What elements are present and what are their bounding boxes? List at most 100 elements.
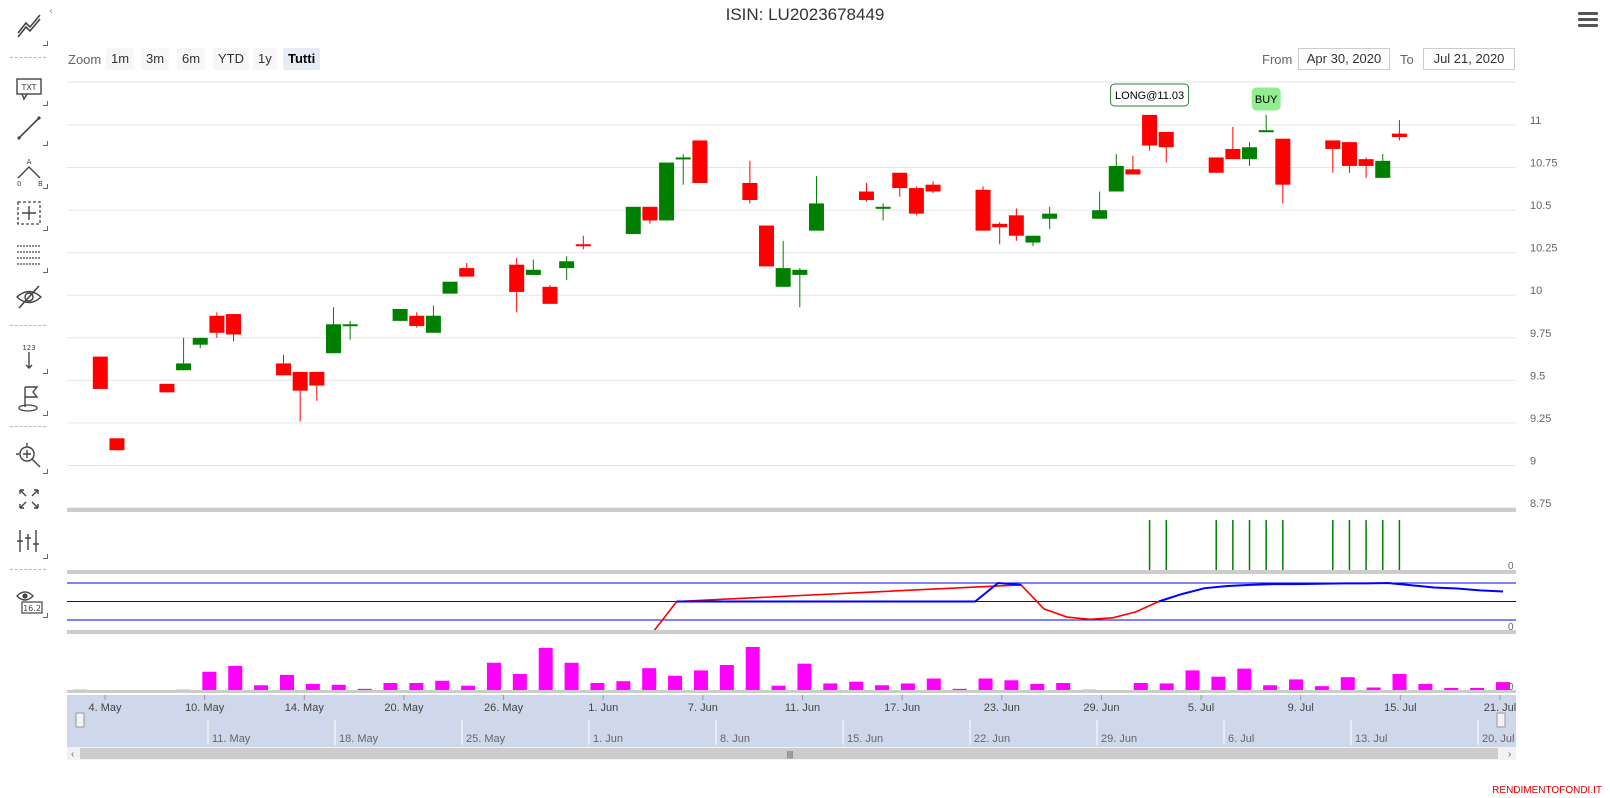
volume-bar <box>1314 686 1329 692</box>
candle-body <box>925 184 941 192</box>
candle-body <box>625 206 641 235</box>
scrollbar-grip: ||| <box>787 750 793 759</box>
flag-icon[interactable] <box>10 380 48 416</box>
volume-bar <box>564 662 579 692</box>
candle-body <box>176 363 192 371</box>
zoom-ytd-button[interactable]: YTD <box>213 48 249 70</box>
candle-body <box>159 383 175 393</box>
volume-bar <box>202 671 217 692</box>
svg-text:0: 0 <box>17 180 21 186</box>
candle-body <box>1108 165 1124 192</box>
volume-bar <box>771 685 786 692</box>
zoom-1y-button[interactable]: 1y <box>253 48 277 70</box>
chart-title: ISIN: LU2023678449 <box>725 5 885 24</box>
candle-body <box>276 363 292 376</box>
horizontal-lines-icon[interactable] <box>10 237 48 273</box>
line-icon[interactable] <box>10 110 48 146</box>
candle-body <box>342 324 358 327</box>
panel-divider <box>67 508 1516 512</box>
vertical-counter-icon[interactable]: 123 <box>10 338 48 374</box>
crosshair-icon[interactable] <box>10 195 48 231</box>
credit-label: RENDIMENTOFONDI.IT <box>1492 785 1602 796</box>
price-indicator-icon[interactable]: 16.2 <box>10 582 48 618</box>
x-tick-label: 23. Jun <box>984 702 1020 714</box>
svg-text:16.2: 16.2 <box>23 604 41 613</box>
candle-body <box>1341 142 1357 166</box>
candle-body <box>1325 140 1341 149</box>
volume-bar <box>1366 687 1381 692</box>
zoom-6m-button[interactable]: 6m <box>177 48 206 70</box>
volume-bar <box>745 647 760 692</box>
signal-zero-label: 0 <box>1508 561 1514 572</box>
x-tick-label: 5. Jul <box>1188 702 1214 714</box>
volume-bar <box>719 665 734 692</box>
price-tick-label: 10 <box>1530 285 1542 297</box>
text-annotation-icon[interactable]: TXT <box>10 70 48 106</box>
x-tick-label: 17. Jun <box>884 702 920 714</box>
candle-body <box>1225 148 1241 160</box>
navigator-tick-label: 18. May <box>339 733 379 745</box>
volume-bar <box>978 678 993 692</box>
candle-body <box>858 191 874 201</box>
candle-body <box>1158 131 1174 148</box>
x-tick-label: 15. Jul <box>1384 702 1416 714</box>
volume-bar <box>1030 683 1045 692</box>
price-tick-label: 9 <box>1530 455 1536 467</box>
zoom-pan-icon[interactable] <box>10 438 48 474</box>
x-tick-label: 11. Jun <box>785 702 820 714</box>
volume-bar <box>875 685 890 692</box>
zoom-3m-button[interactable]: 3m <box>141 48 170 70</box>
x-tick-label: 9. Jul <box>1288 702 1314 714</box>
volume-bar <box>1185 670 1200 692</box>
price-tick-label: 8.75 <box>1530 498 1551 510</box>
zoom-1m-button[interactable]: 1m <box>106 48 135 70</box>
candle-body <box>808 203 824 231</box>
from-date-input[interactable]: Apr 30, 2020 <box>1298 48 1390 70</box>
navigator-tick-label: 6. Jul <box>1228 733 1254 745</box>
volume-bar <box>512 674 527 692</box>
candle-body <box>875 206 891 209</box>
scrollbar-thumb <box>80 748 1498 759</box>
volume-bar <box>616 681 631 692</box>
candle-body <box>409 315 425 326</box>
candle-body <box>1025 235 1041 243</box>
x-tick-label: 26. May <box>484 702 524 714</box>
volume-bar <box>1392 674 1407 692</box>
candle-body <box>975 189 991 231</box>
collapse-toolbar-icon[interactable]: ‹ <box>49 6 53 17</box>
indicator-zero-label: 0 <box>1508 622 1514 633</box>
candle-body <box>1008 215 1024 236</box>
from-label: From <box>1262 52 1293 67</box>
elliott-wave-icon[interactable]: A 0 B <box>10 153 48 189</box>
volume-bar <box>409 683 424 692</box>
zoom-label: Zoom <box>68 52 102 67</box>
to-date-input[interactable]: Jul 21, 2020 <box>1423 48 1515 70</box>
candle-body <box>542 286 558 304</box>
svg-text:123: 123 <box>22 344 35 352</box>
fullscreen-icon[interactable] <box>10 481 48 517</box>
candle-body <box>109 438 125 451</box>
volume-bar <box>1237 668 1252 692</box>
scroll-right-arrow: › <box>1508 749 1511 760</box>
candle-body <box>992 223 1008 228</box>
x-tick-label: 21. Jul <box>1484 702 1516 714</box>
panel-divider <box>67 690 1516 693</box>
hide-icon[interactable] <box>10 279 48 315</box>
candle-body <box>1375 160 1391 178</box>
trend-lines-icon[interactable] <box>10 10 48 46</box>
volume-bar <box>279 674 294 692</box>
volume-bar <box>1470 687 1485 692</box>
candle-body <box>759 225 775 267</box>
candle-body <box>525 269 541 275</box>
zoom-all-button[interactable]: Tutti <box>283 48 321 70</box>
candle-body <box>692 140 708 183</box>
price-tick-label: 10.75 <box>1530 158 1558 170</box>
candle-body <box>309 371 325 386</box>
volume-bar <box>693 670 708 692</box>
volume-bar <box>1263 685 1278 692</box>
current-price-icon[interactable] <box>10 523 48 559</box>
scroll-left-arrow: ‹ <box>71 749 74 760</box>
menu-icon[interactable] <box>1578 12 1598 30</box>
to-label: To <box>1400 52 1414 67</box>
